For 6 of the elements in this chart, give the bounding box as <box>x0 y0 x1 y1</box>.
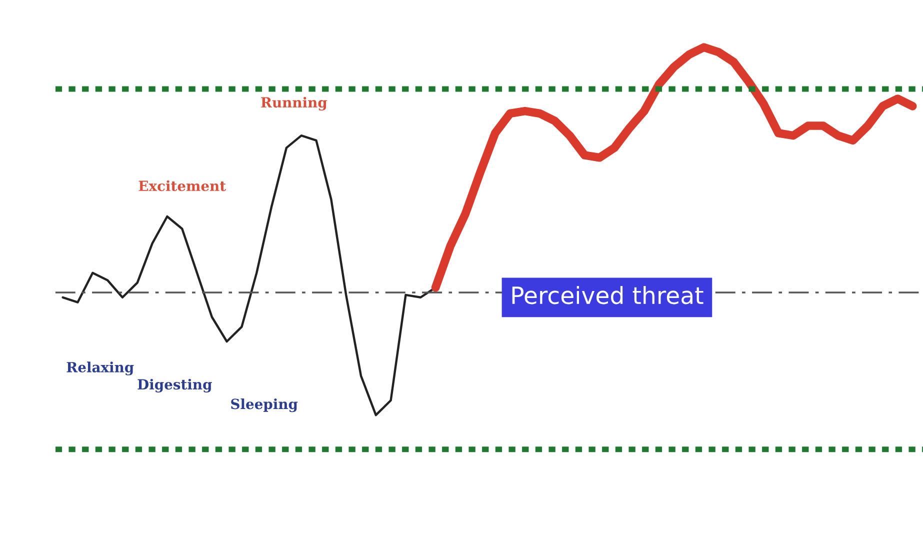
annotation: Perceived threat <box>512 286 704 304</box>
annotation: Digesting <box>138 378 212 392</box>
annotation: Relaxing <box>66 362 134 376</box>
annotation: Running <box>261 96 328 111</box>
annotation: Sleeping <box>231 398 298 412</box>
annotation: Excitement <box>138 180 226 192</box>
